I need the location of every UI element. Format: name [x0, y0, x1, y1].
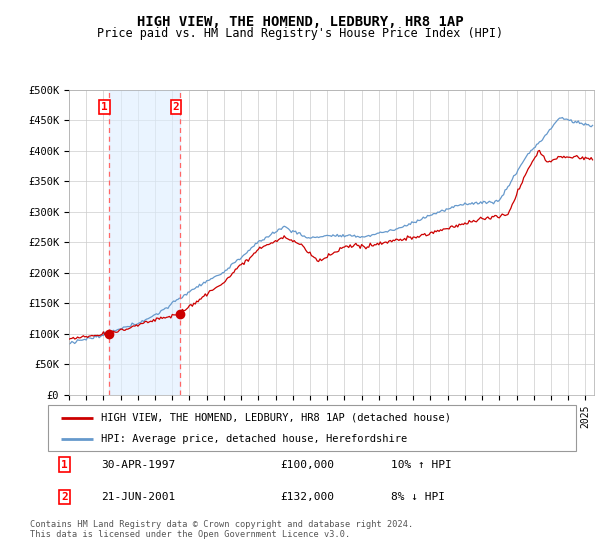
Text: 2: 2	[173, 102, 179, 111]
Text: 21-JUN-2001: 21-JUN-2001	[101, 492, 175, 502]
Text: 2: 2	[61, 492, 68, 502]
Text: HPI: Average price, detached house, Herefordshire: HPI: Average price, detached house, Here…	[101, 435, 407, 444]
Text: Contains HM Land Registry data © Crown copyright and database right 2024.
This d: Contains HM Land Registry data © Crown c…	[30, 520, 413, 539]
Text: HIGH VIEW, THE HOMEND, LEDBURY, HR8 1AP (detached house): HIGH VIEW, THE HOMEND, LEDBURY, HR8 1AP …	[101, 413, 451, 423]
Text: 10% ↑ HPI: 10% ↑ HPI	[391, 460, 452, 470]
Text: 8% ↓ HPI: 8% ↓ HPI	[391, 492, 445, 502]
Text: £132,000: £132,000	[280, 492, 334, 502]
Text: 1: 1	[101, 102, 108, 111]
Text: HIGH VIEW, THE HOMEND, LEDBURY, HR8 1AP: HIGH VIEW, THE HOMEND, LEDBURY, HR8 1AP	[137, 15, 463, 29]
Bar	[109, 90, 181, 395]
Text: 1: 1	[61, 460, 68, 470]
Text: 30-APR-1997: 30-APR-1997	[101, 460, 175, 470]
Text: £100,000: £100,000	[280, 460, 334, 470]
Text: Price paid vs. HM Land Registry's House Price Index (HPI): Price paid vs. HM Land Registry's House …	[97, 27, 503, 40]
